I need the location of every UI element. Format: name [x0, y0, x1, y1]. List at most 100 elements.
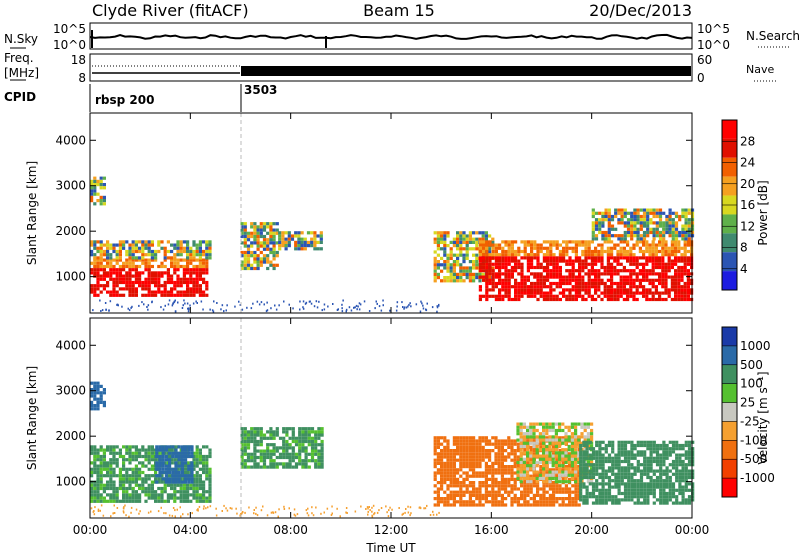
power-cell [517, 294, 521, 298]
velocity-cell [488, 468, 492, 472]
velocity-cell [109, 470, 113, 475]
power-cell [680, 291, 684, 295]
velocity-cell [96, 496, 100, 500]
velocity-cell [620, 466, 624, 470]
power-cell [189, 246, 193, 250]
power-cell [202, 290, 206, 294]
velocity-cell [552, 500, 556, 504]
power-cell [337, 308, 339, 311]
velocity-cell [446, 471, 450, 475]
power-cell [546, 246, 550, 250]
power-cell [642, 218, 647, 222]
velocity-cell [440, 452, 444, 456]
power-cell [507, 285, 511, 289]
velocity-cell [198, 486, 202, 491]
power-cell [674, 230, 679, 235]
velocity-cell [659, 453, 663, 457]
velocity-cell [558, 444, 562, 449]
velocity-cell [552, 490, 556, 494]
velocity-cell [472, 500, 476, 504]
power-cell [106, 280, 110, 285]
velocity-cell [163, 499, 167, 503]
velocity-cell [157, 486, 161, 491]
velocity-cell [128, 499, 132, 503]
velocity-cell [246, 446, 251, 450]
power-cell [552, 243, 556, 247]
velocity-cell [275, 455, 279, 460]
power-cell [240, 234, 244, 239]
velocity-cell [491, 484, 495, 488]
velocity-cell [643, 495, 647, 499]
velocity-cell [472, 461, 476, 465]
velocity-cell [649, 447, 653, 451]
velocity-cell [595, 443, 599, 448]
power-cell [632, 281, 636, 286]
power-cell [266, 257, 270, 261]
velocity-cell [144, 474, 148, 478]
power-cell [205, 264, 209, 269]
power-cell [629, 281, 633, 286]
power-cell [601, 211, 605, 215]
power-cell [462, 240, 466, 244]
velocity-cell [106, 483, 110, 487]
power-cell [128, 258, 132, 262]
power-cell [102, 264, 106, 269]
power-cell [208, 256, 212, 260]
power-cell [212, 310, 215, 313]
power-cell [667, 256, 671, 260]
power-cell [491, 275, 495, 279]
power-cell [443, 260, 447, 264]
power-cell [278, 244, 282, 248]
velocity-cell [180, 470, 184, 475]
power-cell [189, 256, 193, 260]
velocity-cell [564, 497, 568, 501]
velocity-cell [150, 490, 154, 494]
velocity-cell [478, 449, 482, 453]
velocity-cell [551, 476, 555, 481]
power-cell [272, 241, 276, 245]
velocity-cell [570, 451, 574, 455]
power-cell [664, 281, 668, 286]
power-cell [661, 259, 665, 263]
power-cell [138, 284, 142, 288]
velocity-cell [90, 470, 94, 475]
velocity-cell [601, 501, 605, 505]
power-cell [587, 249, 591, 254]
velocity-cell [591, 453, 596, 457]
power-cell [677, 288, 681, 292]
velocity-cell [532, 425, 536, 429]
power-cell [677, 275, 681, 279]
power-cell [163, 246, 167, 250]
velocity-cell [522, 425, 526, 429]
power-cell [491, 269, 495, 273]
power-cell [581, 249, 585, 254]
power-cell [128, 243, 132, 247]
velocity-cell [574, 477, 578, 481]
power-cell [507, 240, 511, 244]
velocity-cell [436, 439, 440, 443]
velocity-cell [582, 469, 586, 473]
power-cell [157, 280, 161, 285]
power-cell [410, 305, 412, 308]
power-cell [626, 230, 631, 235]
power-cell [565, 294, 569, 298]
power-cell [600, 281, 604, 286]
velocity-cell [147, 496, 151, 500]
power-cell [243, 222, 247, 226]
power-cell [275, 228, 279, 232]
velocity-cell [125, 480, 129, 484]
power-cell [186, 280, 190, 285]
power-cell [630, 211, 634, 215]
velocity-cell [433, 484, 437, 488]
power-cell [408, 303, 410, 306]
power-cell [558, 285, 562, 289]
power-cell [176, 253, 180, 257]
power-cell [546, 291, 550, 295]
velocity-cell [582, 440, 586, 444]
power-cell [205, 268, 209, 272]
velocity-cell [595, 498, 599, 502]
velocity-cell [545, 428, 549, 433]
velocity-cell [607, 495, 612, 499]
velocity-cell [174, 477, 178, 481]
velocity-cell [90, 391, 94, 395]
